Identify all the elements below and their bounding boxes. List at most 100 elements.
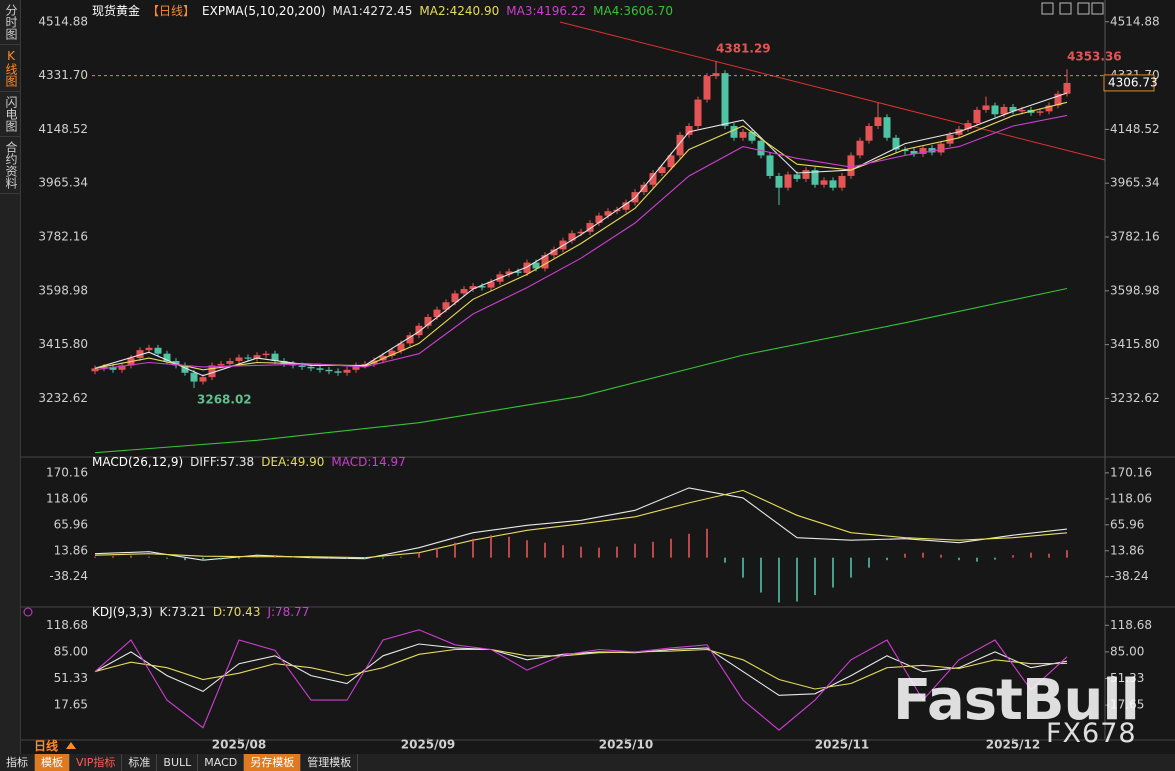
- toolbar-button[interactable]: 指标: [0, 754, 35, 771]
- candle-body: [532, 262, 540, 269]
- candle-body: [478, 286, 486, 288]
- x-tick-label: 2025/10: [599, 738, 653, 752]
- toolbar-button[interactable]: 模板: [35, 754, 70, 771]
- y-tick-label: -38.24: [49, 569, 88, 583]
- settings-icon[interactable]: [23, 607, 33, 617]
- tab[interactable]: 合约资料: [0, 137, 20, 194]
- y-tick-label: 4514.88: [38, 14, 88, 28]
- legend-entry: MACD:14.97: [331, 455, 406, 469]
- y-tick-label: 85.00: [54, 644, 88, 658]
- candle-body: [757, 140, 765, 156]
- series-line: [94, 629, 1068, 731]
- y-tick-label: 118.68: [1110, 618, 1152, 632]
- candle-body: [910, 150, 918, 154]
- y-tick-label: 118.68: [46, 618, 88, 632]
- candle-body: [1045, 105, 1053, 112]
- series-line: [94, 92, 1068, 377]
- candle-body: [361, 363, 369, 366]
- candle-body: [820, 180, 828, 185]
- candle-body: [163, 353, 171, 362]
- candle-body: [469, 286, 477, 290]
- candle-body: [604, 211, 612, 216]
- legend-period: 【日线】: [147, 4, 196, 18]
- candle-body: [343, 369, 351, 373]
- candle-body: [208, 365, 216, 378]
- candle-body: [145, 347, 153, 351]
- candle-body: [865, 126, 873, 141]
- tab[interactable]: 闪电图: [0, 92, 20, 137]
- candle-body: [262, 353, 270, 356]
- watermark: FX678: [1046, 718, 1137, 749]
- candle-body: [748, 131, 756, 141]
- legend-indicator: EXPMA(5,10,20,200): [202, 3, 326, 18]
- candle-body: [244, 357, 252, 359]
- candle-body: [271, 353, 279, 362]
- y-tick-label: 3232.62: [38, 391, 88, 405]
- candle-body: [253, 355, 261, 359]
- candle-body: [685, 126, 693, 135]
- y-tick-label: 3598.98: [38, 283, 88, 297]
- toolbar-button[interactable]: VIP指标: [70, 754, 123, 771]
- last-price-box: [1103, 74, 1155, 92]
- period-selector[interactable]: 日线: [34, 739, 59, 753]
- y-tick-label: 3415.80: [1110, 337, 1160, 351]
- x-tick-label: 2025/08: [212, 738, 266, 752]
- period-arrow[interactable]: [66, 742, 76, 749]
- candle-body: [874, 117, 882, 127]
- series-line: [94, 643, 1068, 696]
- candle-body: [541, 255, 549, 269]
- candle-body: [919, 148, 927, 154]
- series-line: [94, 114, 1068, 371]
- candle-body: [793, 174, 801, 179]
- candle-body: [982, 105, 990, 110]
- candle-body: [838, 175, 846, 188]
- candle-body: [100, 366, 108, 369]
- y-tick-label: 3232.62: [1110, 391, 1160, 405]
- candle-body: [451, 293, 459, 303]
- candle-body: [1036, 111, 1044, 113]
- legend-entry: K:73.21: [159, 605, 206, 619]
- y-tick-label: 4148.52: [38, 122, 88, 136]
- candle-body: [847, 155, 855, 176]
- toolbar-button[interactable]: 管理模板: [301, 754, 359, 771]
- toolbar-button[interactable]: 另存模板: [244, 754, 302, 771]
- candle-body: [172, 361, 180, 366]
- candle-body: [730, 126, 738, 138]
- candle-body: [964, 123, 972, 129]
- candle-body: [199, 377, 207, 382]
- toolbar-button[interactable]: MACD: [198, 754, 245, 771]
- candle-body: [316, 368, 324, 370]
- candle-body: [586, 222, 594, 232]
- window-buttons[interactable]: [1041, 2, 1104, 15]
- y-tick-label: 13.86: [54, 543, 88, 557]
- candle-body: [406, 335, 414, 344]
- x-tick-label: 2025/12: [986, 738, 1040, 752]
- y-tick-label: 3782.16: [1110, 230, 1160, 244]
- tab[interactable]: 分时图: [0, 0, 20, 45]
- candle-body: [667, 155, 675, 168]
- y-tick-label: 3965.34: [1110, 176, 1160, 190]
- candle-body: [892, 137, 900, 150]
- candle-body: [397, 343, 405, 351]
- candle-body: [829, 180, 837, 188]
- candle-body: [460, 289, 468, 294]
- candle-body: [352, 365, 360, 370]
- toolbar-button[interactable]: 标准: [122, 754, 158, 771]
- last-price-label: 4306.73: [1108, 75, 1158, 89]
- candle-body: [991, 105, 999, 115]
- candle-body: [307, 366, 315, 369]
- candle-body: [514, 271, 522, 273]
- candle-body: [190, 372, 198, 382]
- y-tick-label: 4514.88: [1110, 14, 1160, 28]
- candle-body: [883, 117, 891, 138]
- y-tick-label: 17.65: [54, 698, 88, 712]
- legend-entry: MA1:4272.45: [332, 3, 413, 18]
- candle-body: [784, 174, 792, 188]
- y-tick-label: 4331.70: [38, 68, 88, 82]
- y-tick-label: 3782.16: [38, 230, 88, 244]
- toolbar-button[interactable]: BULL: [157, 754, 199, 771]
- candle-body: [334, 371, 342, 373]
- candle-body: [523, 262, 531, 273]
- tab[interactable]: K线图: [0, 45, 20, 92]
